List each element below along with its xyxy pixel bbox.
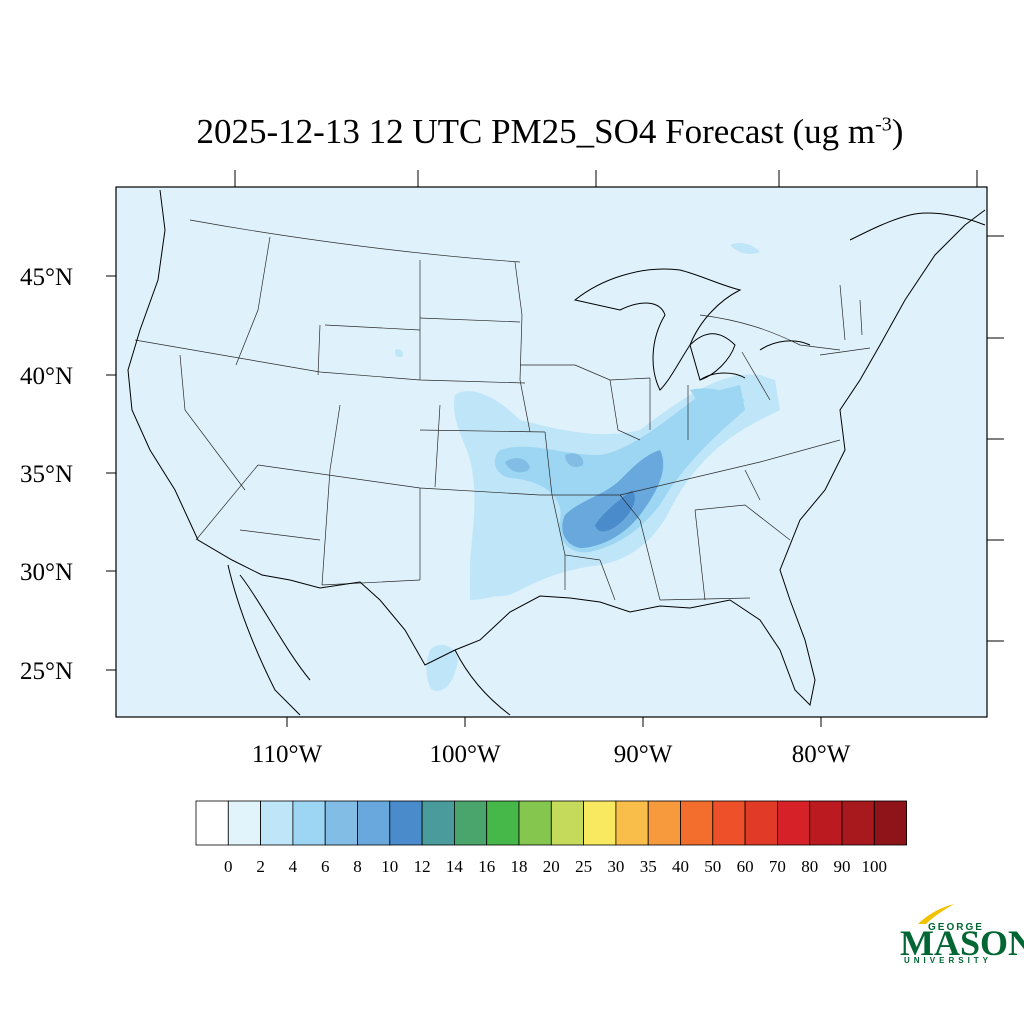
lon-label: 110°W bbox=[252, 741, 323, 768]
colorbar-swatch bbox=[195, 800, 229, 846]
colorbar-label: 2 bbox=[256, 857, 265, 876]
colorbar-swatch bbox=[712, 800, 746, 846]
colorbar-swatch bbox=[615, 800, 649, 846]
colorbar-swatch bbox=[809, 800, 843, 846]
lat-label: 40°N bbox=[20, 363, 73, 390]
logo-line2: MASON bbox=[900, 923, 1024, 963]
colorbar-label: 18 bbox=[511, 857, 528, 876]
lat-label: 35°N bbox=[20, 461, 73, 488]
colorbar-label: 16 bbox=[478, 857, 495, 876]
colorbar-swatch bbox=[292, 800, 326, 846]
lat-label: 30°N bbox=[20, 559, 73, 586]
colorbar bbox=[195, 800, 907, 846]
colorbar-swatch bbox=[680, 800, 714, 846]
colorbar-label: 60 bbox=[737, 857, 754, 876]
colorbar-swatch bbox=[647, 800, 681, 846]
colorbar-label: 10 bbox=[381, 857, 398, 876]
colorbar-swatch bbox=[260, 800, 294, 846]
colorbar-label: 12 bbox=[414, 857, 431, 876]
colorbar-swatch bbox=[357, 800, 391, 846]
colorbar-swatch bbox=[550, 800, 584, 846]
colorbar-swatch bbox=[873, 800, 907, 846]
lat-label: 25°N bbox=[20, 658, 73, 685]
colorbar-label: 30 bbox=[607, 857, 624, 876]
colorbar-swatch bbox=[744, 800, 778, 846]
colorbar-label: 35 bbox=[640, 857, 657, 876]
colorbar-label: 90 bbox=[834, 857, 851, 876]
colorbar-swatch bbox=[324, 800, 358, 846]
colorbar-label: 100 bbox=[862, 857, 888, 876]
logo-line1: GEORGE bbox=[928, 922, 984, 933]
colorbar-label: 8 bbox=[353, 857, 362, 876]
lon-label: 80°W bbox=[792, 741, 851, 768]
gmu-logo: GEORGE MASON UNIVERSITY bbox=[898, 900, 1024, 970]
colorbar-swatch bbox=[518, 800, 552, 846]
longitude-labels: 110°W 100°W 90°W 80°W bbox=[252, 741, 851, 768]
colorbar-label: 25 bbox=[575, 857, 592, 876]
lon-label: 90°W bbox=[614, 741, 673, 768]
coastline bbox=[127, 189, 986, 716]
colorbar-label: 6 bbox=[321, 857, 330, 876]
logo-line3: UNIVERSITY bbox=[904, 956, 993, 965]
chart-title: 2025-12-13 12 UTC PM25_SO4 Forecast (ug … bbox=[196, 112, 904, 151]
colorbar-swatch bbox=[583, 800, 617, 846]
colorbar-label: 20 bbox=[543, 857, 560, 876]
colorbar-label: 50 bbox=[704, 857, 721, 876]
lat-label: 45°N bbox=[20, 264, 73, 291]
colorbar-labels: 0 2 4 6 8 10 12 14 16 18 20 25 30 35 40 50 60 70 80 90 100 bbox=[224, 857, 887, 876]
colorbar-label: 70 bbox=[769, 857, 786, 876]
colorbar-label: 4 bbox=[289, 857, 298, 876]
colorbar-swatch bbox=[421, 800, 455, 846]
colorbar-label: 14 bbox=[446, 857, 464, 876]
latitude-labels: 45°N 40°N 35°N 30°N 25°N bbox=[20, 264, 73, 685]
axis-ticks bbox=[106, 170, 1004, 727]
lon-label: 100°W bbox=[429, 741, 500, 768]
colorbar-swatch bbox=[227, 800, 262, 846]
colorbar-swatch bbox=[389, 800, 423, 846]
colorbar-swatch bbox=[777, 800, 811, 846]
colorbar-label: 80 bbox=[801, 857, 818, 876]
state-boundaries bbox=[134, 219, 871, 601]
concentration-plume bbox=[394, 242, 780, 691]
colorbar-label: 40 bbox=[672, 857, 689, 876]
colorbar-swatch bbox=[453, 800, 488, 846]
colorbar-label: 0 bbox=[224, 857, 233, 876]
colorbar-swatch bbox=[486, 800, 520, 846]
colorbar-swatch bbox=[841, 800, 875, 846]
flame-icon bbox=[918, 904, 954, 924]
